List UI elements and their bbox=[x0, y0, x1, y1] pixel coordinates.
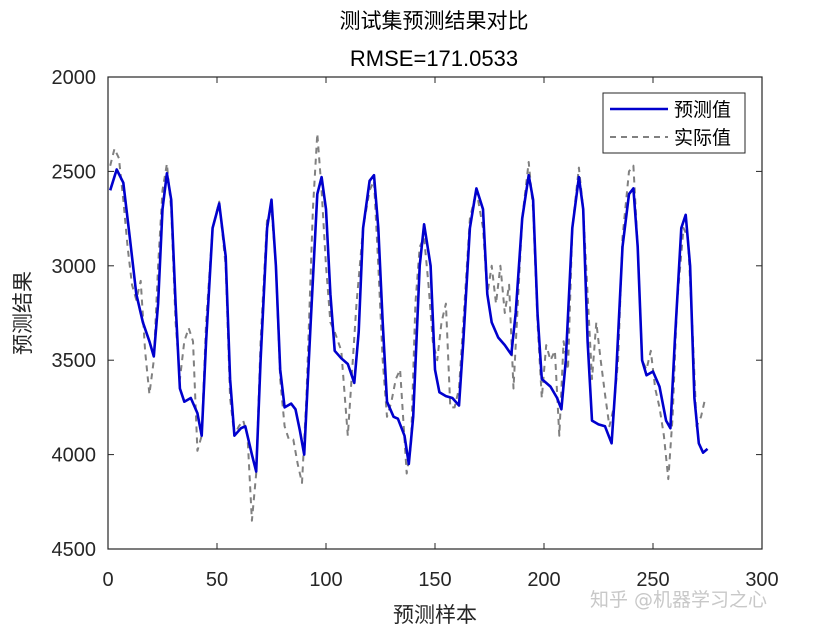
x-tick-label: 200 bbox=[527, 569, 560, 591]
x-tick-label: 250 bbox=[636, 569, 669, 591]
watermark: 知乎 @机器学习之心 bbox=[590, 589, 767, 611]
x-tick-label: 150 bbox=[418, 569, 451, 591]
series-layer bbox=[108, 132, 709, 522]
y-tick-label: 3500 bbox=[52, 350, 97, 372]
x-axis-label: 预测样本 bbox=[393, 603, 477, 627]
y-tick-label: 2500 bbox=[52, 161, 97, 183]
chart-title: 测试集预测结果对比 bbox=[340, 9, 529, 33]
series-line-predicted bbox=[108, 168, 709, 473]
x-tick-label: 100 bbox=[309, 569, 342, 591]
y-tick-label: 4500 bbox=[52, 539, 97, 561]
legend-label-predicted: 预测值 bbox=[674, 99, 731, 121]
x-axis: 0 50 100 150 200 250 300 bbox=[102, 77, 779, 591]
legend: 预测值 实际值 bbox=[602, 92, 746, 154]
y-axis-label: 预测结果 bbox=[11, 271, 35, 355]
plot-area bbox=[107, 76, 763, 550]
legend-label-actual: 实际值 bbox=[674, 127, 731, 149]
y-tick-label: 2000 bbox=[52, 67, 97, 89]
y-axis: 2000 2500 3000 3500 4000 4500 bbox=[52, 67, 762, 561]
x-tick-label: 0 bbox=[102, 569, 113, 591]
y-tick-label: 4000 bbox=[52, 445, 97, 467]
x-tick-label: 50 bbox=[206, 569, 228, 591]
legend-box bbox=[602, 92, 746, 154]
x-tick-label: 300 bbox=[745, 569, 778, 591]
y-tick-label: 3000 bbox=[52, 256, 97, 278]
rmse-subtitle: RMSE=171.0533 bbox=[350, 46, 518, 71]
